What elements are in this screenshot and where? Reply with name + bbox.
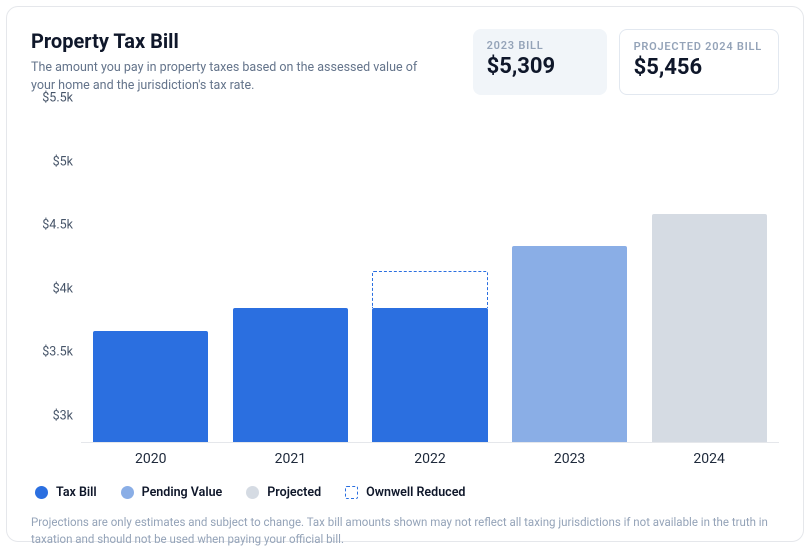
bar-2020 <box>93 331 208 442</box>
header-row: Property Tax Bill The amount you pay in … <box>31 29 779 95</box>
swatch-pending <box>121 486 134 499</box>
property-tax-card: Property Tax Bill The amount you pay in … <box>6 6 804 542</box>
footnote: Projections are only estimates and subje… <box>31 514 779 547</box>
x-label: 2023 <box>500 451 640 467</box>
swatch-reduced <box>345 486 358 499</box>
stat-2023-bill: 2023 BILL $5,309 <box>473 29 607 95</box>
reduced-outline <box>372 271 487 308</box>
plot-area <box>81 113 779 443</box>
bar-fill <box>512 246 627 442</box>
y-tick: $5k <box>53 154 73 169</box>
chart: $5.5k$5k$4.5k$4k$3.5k$3k <box>31 113 779 443</box>
legend-projected: Projected <box>246 485 321 500</box>
legend: Tax Bill Pending Value Projected Ownwell… <box>35 485 779 500</box>
stat-projected-2024: PROJECTED 2024 BILL $5,456 <box>619 29 779 95</box>
bar-2023 <box>512 246 627 442</box>
y-tick: $3.5k <box>42 345 73 360</box>
legend-label: Projected <box>267 485 321 500</box>
swatch-projected <box>246 486 259 499</box>
bar-2021 <box>233 308 348 442</box>
bar-fill <box>93 331 208 442</box>
bar-fill <box>652 214 767 442</box>
y-tick: $5.5k <box>42 91 73 106</box>
legend-tax-bill: Tax Bill <box>35 485 97 500</box>
bar-2022 <box>372 308 487 442</box>
legend-label: Pending Value <box>142 485 223 500</box>
x-label: 2020 <box>81 451 221 467</box>
x-axis: 20202021202220232024 <box>81 451 779 467</box>
x-label: 2024 <box>639 451 779 467</box>
x-label: 2021 <box>221 451 361 467</box>
legend-label: Tax Bill <box>56 485 97 500</box>
y-tick: $4k <box>53 281 73 296</box>
header-text: Property Tax Bill The amount you pay in … <box>31 29 461 95</box>
swatch-tax-bill <box>35 486 48 499</box>
stat-label: PROJECTED 2024 BILL <box>634 40 762 53</box>
x-label: 2022 <box>360 451 500 467</box>
stat-value: $5,456 <box>634 55 762 80</box>
card-title: Property Tax Bill <box>31 29 453 53</box>
y-tick: $4.5k <box>42 218 73 233</box>
legend-pending: Pending Value <box>121 485 223 500</box>
bar-2024 <box>652 214 767 442</box>
bar-fill <box>372 308 487 442</box>
legend-reduced: Ownwell Reduced <box>345 485 465 500</box>
stat-label: 2023 BILL <box>487 39 591 52</box>
legend-label: Ownwell Reduced <box>366 485 465 500</box>
bar-fill <box>233 308 348 442</box>
y-tick: $3k <box>53 408 73 423</box>
card-subtitle: The amount you pay in property taxes bas… <box>31 59 441 95</box>
y-axis: $5.5k$5k$4.5k$4k$3.5k$3k <box>31 113 81 443</box>
stat-value: $5,309 <box>487 54 591 79</box>
